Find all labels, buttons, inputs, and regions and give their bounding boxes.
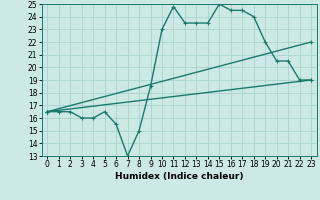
X-axis label: Humidex (Indice chaleur): Humidex (Indice chaleur) xyxy=(115,172,244,181)
